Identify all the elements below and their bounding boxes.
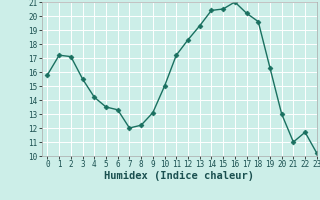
X-axis label: Humidex (Indice chaleur): Humidex (Indice chaleur) (104, 171, 254, 181)
